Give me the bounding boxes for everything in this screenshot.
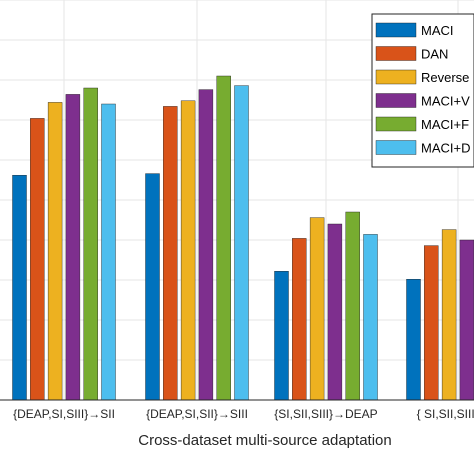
bar: [424, 245, 439, 401]
bar: [441, 229, 457, 401]
legend-label: MACI: [421, 23, 454, 38]
legend-label: MACI+F: [421, 117, 469, 132]
x-tick-label: {SI,SII,SIII}→DEAP: [274, 407, 377, 421]
legend-swatch: [375, 93, 417, 108]
legend-label: MACI+V: [421, 94, 470, 109]
bar: [163, 106, 178, 401]
legend-swatch: [375, 46, 417, 61]
bar: [345, 211, 360, 401]
bar: [198, 89, 214, 401]
legend-label: Reverse: [421, 70, 469, 85]
legend-swatch: [375, 22, 417, 38]
bar: [309, 217, 325, 401]
legend-swatch: [375, 116, 417, 132]
bar: [406, 279, 421, 401]
x-tick-labels: {DEAP,SI,SIII}→SII {DEAP,SI,SII}→SIII {SI,…: [13, 407, 474, 421]
x-tick-label: {DEAP,SI,SIII}→SII: [13, 407, 115, 421]
bar: [292, 238, 307, 401]
legend-swatch: [375, 140, 417, 155]
bar: [65, 94, 81, 401]
bar: [180, 100, 196, 401]
legend: MACI DAN Reverse MACI+V MACI+F MACI+D: [371, 13, 474, 168]
bar: [30, 118, 45, 401]
x-tick-label: { SI,SII,SIII}→D: [417, 407, 474, 421]
legend-label: MACI+D: [421, 141, 470, 156]
legend-label: DAN: [421, 47, 448, 62]
bar: [216, 75, 231, 401]
bar: [12, 174, 27, 401]
bar: [101, 103, 116, 401]
x-tick-label: {DEAP,SI,SII}→SIII: [146, 407, 248, 421]
bar: [274, 271, 289, 401]
bar: [363, 234, 378, 401]
bar: [47, 102, 63, 401]
bar: [327, 223, 343, 401]
bar: [83, 87, 98, 401]
bar: [234, 85, 249, 401]
legend-swatch: [375, 69, 417, 85]
bar: [145, 173, 160, 401]
bar: [459, 239, 474, 401]
x-axis-title: Cross-dataset multi-source adaptation: [138, 432, 391, 449]
